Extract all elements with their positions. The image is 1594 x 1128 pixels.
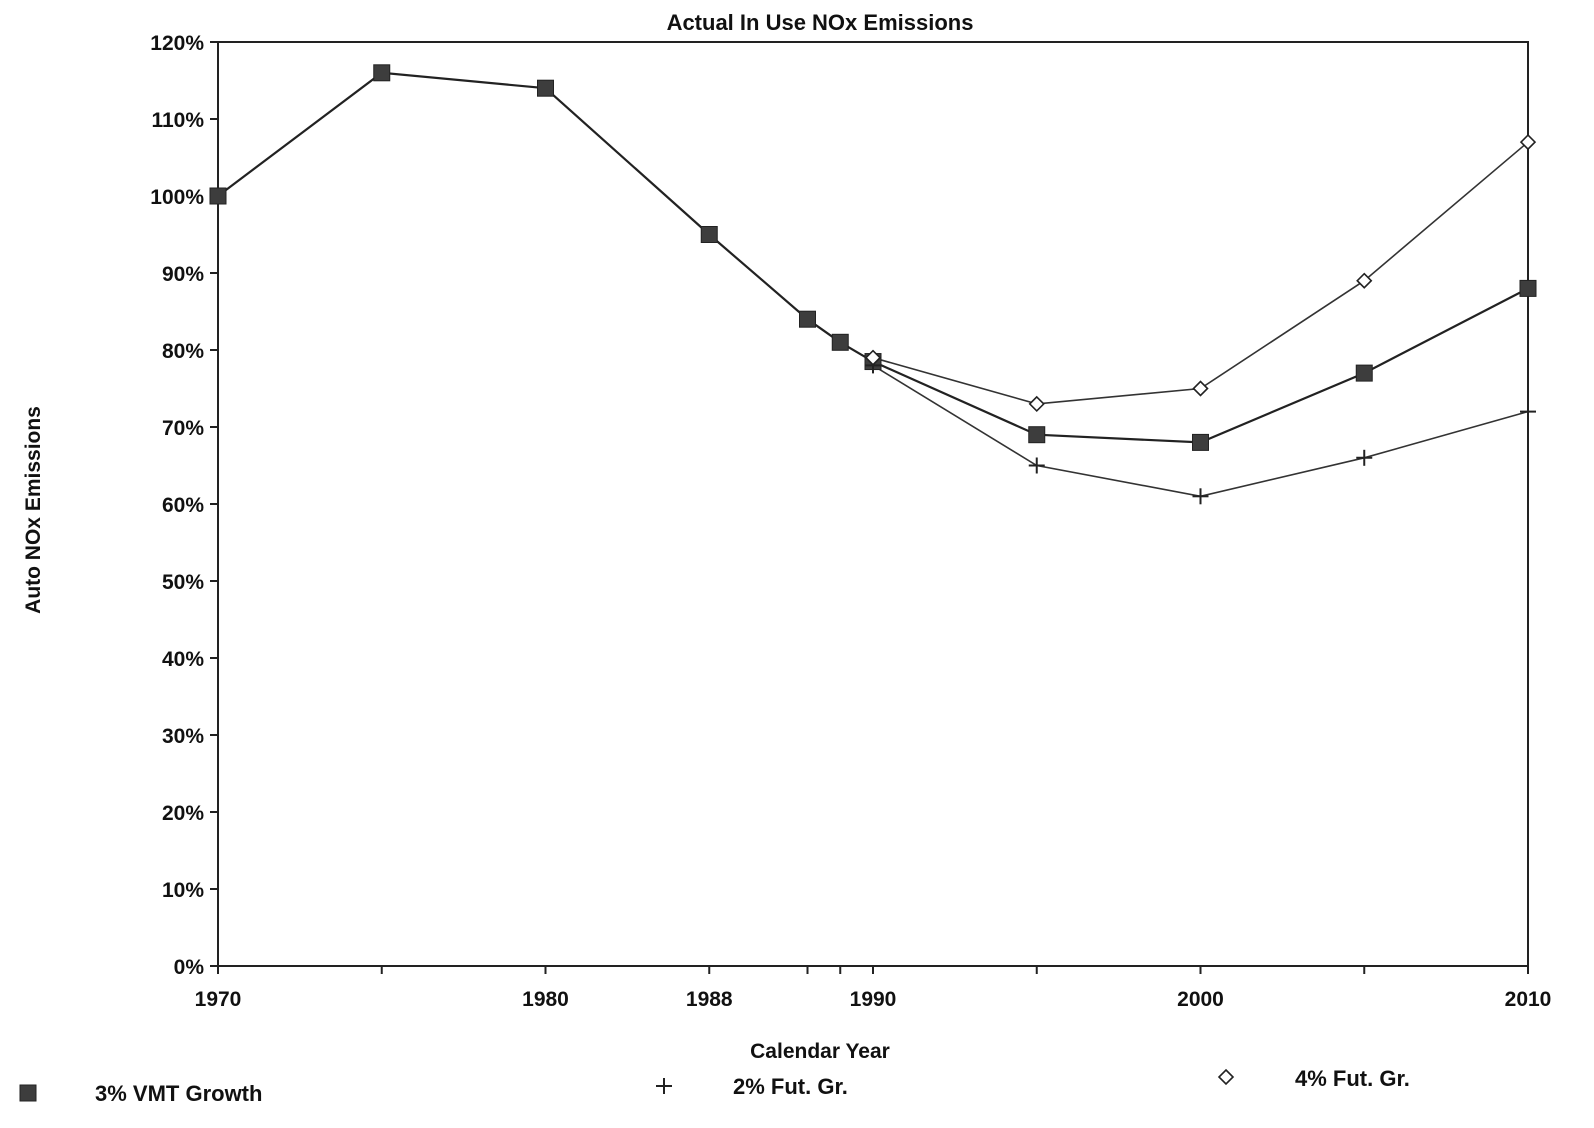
x-axis-label: Calendar Year (750, 1040, 890, 1063)
chart-title: Actual In Use NOx Emissions (667, 10, 974, 35)
data-point-square (373, 64, 391, 82)
y-tick-label: 90% (162, 263, 204, 286)
y-tick-label: 100% (150, 186, 204, 209)
data-point-diamond (1192, 380, 1209, 397)
y-axis-label: Auto NOx Emissions (22, 406, 45, 614)
data-point-square (209, 187, 227, 205)
x-tick-label: 2000 (1177, 988, 1224, 1011)
x-axis: 1970 1980 1988 1990 2000 2010 (195, 966, 1552, 1011)
plot-frame (217, 41, 1529, 967)
data-point-diamond (1028, 395, 1045, 413)
y-tick-label: 50% (162, 571, 204, 594)
series-lines (217, 71, 1529, 498)
data-point-square (1192, 433, 1209, 451)
legend: 3% VMT Growth 2% Fut. Gr. 4% Fut. Gr. (19, 1066, 1410, 1106)
data-point-square (1355, 364, 1373, 382)
data-point-square (537, 79, 554, 97)
data-point-plus (1192, 488, 1209, 505)
x-tick-label: 1990 (850, 988, 897, 1011)
y-tick-label: 40% (162, 648, 204, 671)
data-point-square (799, 310, 816, 328)
x-tick-label: 1988 (686, 988, 733, 1011)
data-point-diamond (1217, 1068, 1235, 1086)
y-tick-label: 120% (150, 32, 204, 55)
x-tick-label: 1980 (522, 988, 569, 1011)
y-tick-label: 20% (162, 802, 204, 825)
legend-label: 2% Fut. Gr. (733, 1074, 848, 1099)
data-point-square (1519, 279, 1537, 297)
y-tick-label: 0% (174, 956, 205, 979)
data-point-plus (1520, 403, 1536, 420)
data-point-diamond (1519, 133, 1537, 151)
data-point-diamond (1356, 272, 1373, 289)
y-tick-label: 30% (162, 725, 204, 748)
data-point-square (19, 1084, 37, 1102)
y-tick-label: 110% (151, 109, 204, 132)
y-axis: 0% 10% 20% 30% 40% 50% 60% 70% 80% 90% 100% 110% 120… (150, 32, 218, 979)
data-point-square (700, 226, 718, 243)
legend-label: 4% Fut. Gr. (1295, 1066, 1410, 1091)
series-line (217, 71, 1529, 444)
data-point-plus (1028, 457, 1045, 474)
x-tick-label: 2010 (1505, 988, 1552, 1011)
legend-label: 3% VMT Growth (95, 1081, 262, 1106)
data-point-square (831, 333, 849, 351)
data-point-plus (1356, 449, 1373, 466)
y-tick-label: 80% (162, 340, 204, 363)
data-point-plus (656, 1078, 672, 1094)
y-tick-label: 10% (162, 879, 204, 902)
y-tick-label: 70% (162, 417, 204, 440)
x-tick-label: 1970 (195, 988, 242, 1011)
series-markers (209, 64, 1537, 505)
data-point-square (1028, 426, 1046, 444)
series-line (872, 141, 1529, 405)
data-point-diamond (864, 349, 882, 366)
y-tick-label: 60% (162, 494, 204, 517)
